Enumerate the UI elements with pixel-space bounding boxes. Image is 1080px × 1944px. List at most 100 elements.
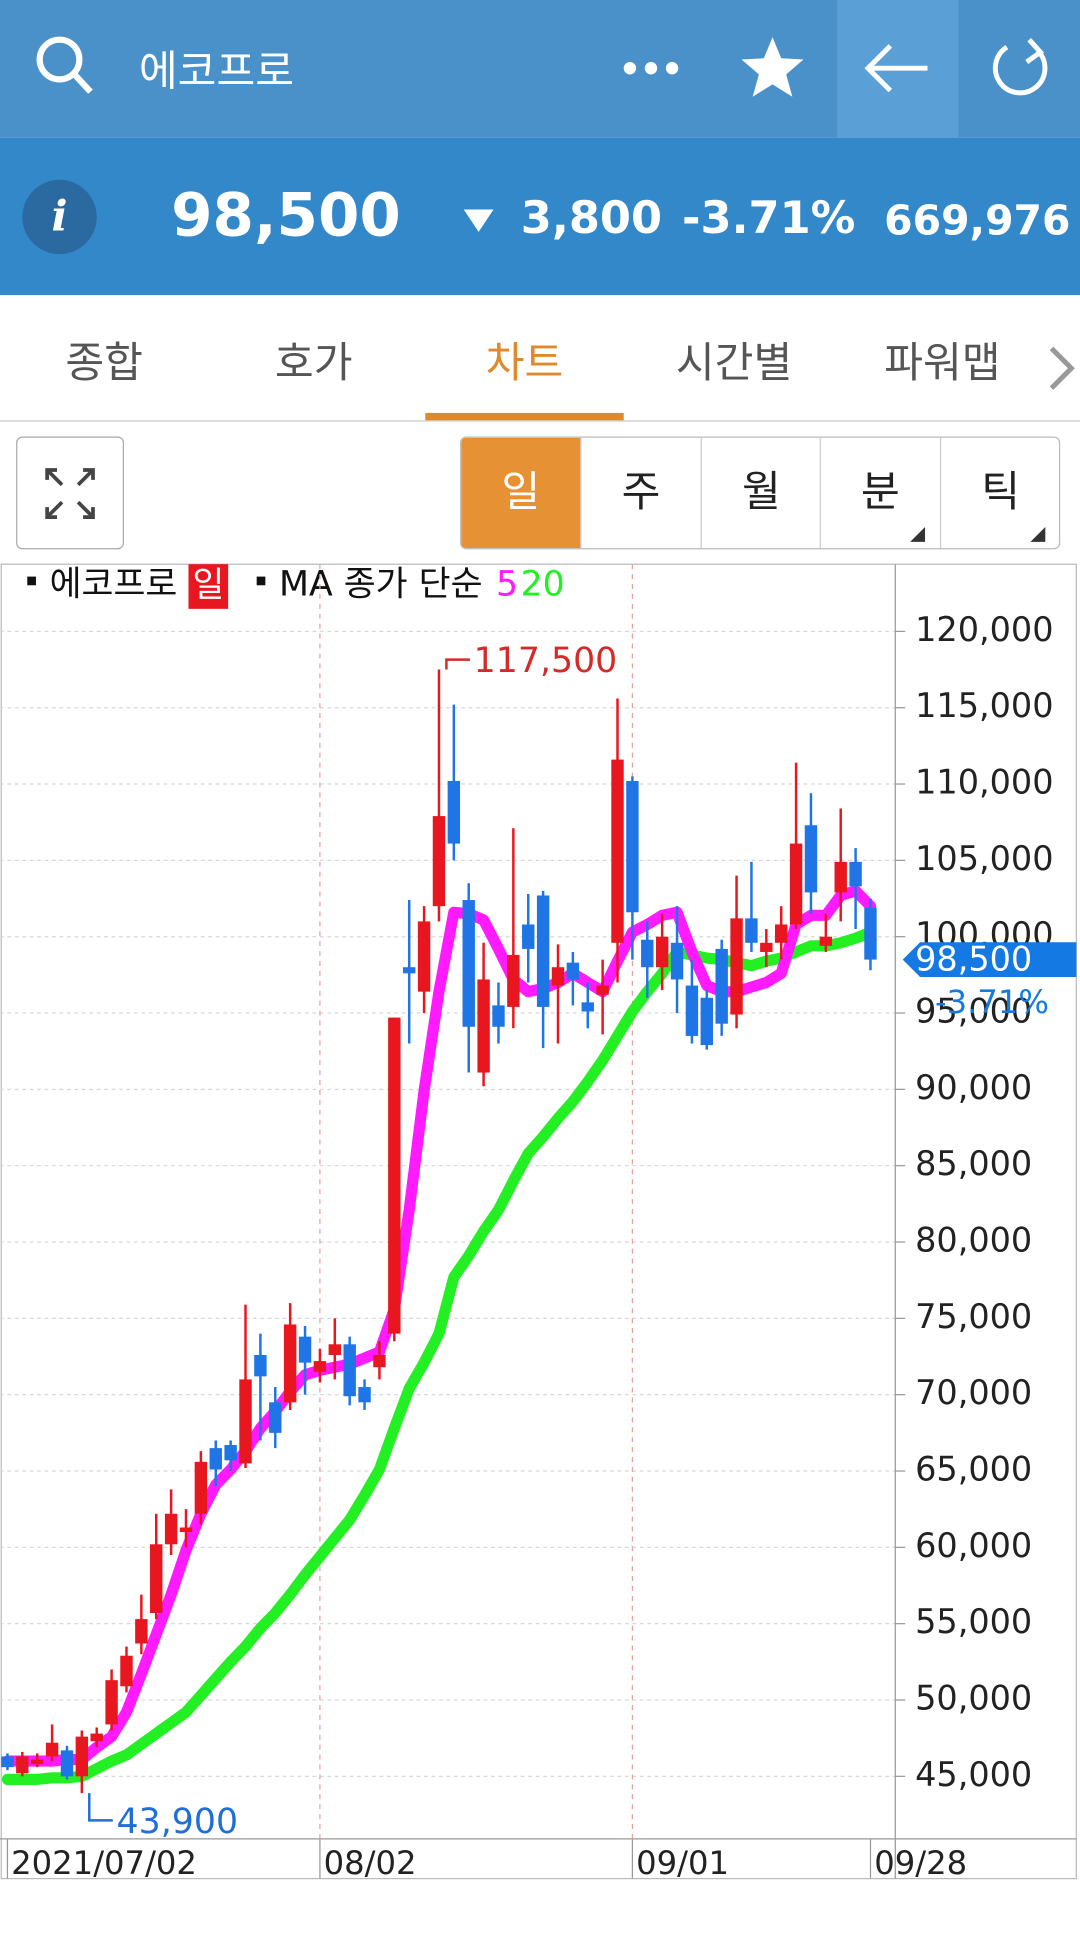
x-tick-label: 08/02 [324, 1844, 417, 1882]
period-button[interactable]: 분 [819, 437, 940, 549]
down-triangle [463, 209, 494, 232]
candle-body [477, 979, 490, 1073]
candle-body [1, 1756, 14, 1768]
candle-body [536, 895, 550, 1007]
candle-body [209, 1448, 222, 1470]
price-tag-change: -3.71% [935, 983, 1049, 1021]
candle-body [819, 936, 833, 946]
tab[interactable]: 파워맵 [884, 338, 1001, 389]
legend-series: 5 [496, 564, 518, 604]
candle-body [388, 1017, 401, 1334]
tab-divider [0, 420, 1080, 422]
candle-body [283, 1324, 297, 1403]
tab[interactable]: 차트 [425, 295, 624, 421]
candle-body [105, 1680, 118, 1725]
y-tick-label: 70,000 [915, 1373, 1032, 1412]
candle-body [328, 1344, 341, 1355]
favorite-icon[interactable] [741, 37, 804, 97]
expand-icon [45, 468, 95, 519]
candle-body [164, 1513, 178, 1545]
candle-body [313, 1361, 327, 1372]
y-tick-label: 80,000 [915, 1221, 1032, 1260]
back-icon [864, 44, 928, 93]
legend-bullet [256, 576, 266, 586]
candle-body [135, 1619, 148, 1644]
candle-body [432, 816, 446, 907]
candle-body [611, 759, 624, 943]
tab[interactable]: 종합 [65, 338, 143, 389]
candle-body [566, 962, 580, 980]
refresh-icon[interactable] [992, 38, 1048, 96]
submenu-mark [910, 527, 926, 542]
candle-body [90, 1733, 103, 1742]
legend-name: 에코프로 [50, 564, 178, 604]
current-price: 98,500 [171, 181, 401, 251]
chart-frame [0, 563, 1077, 1880]
y-tick-label: 45,000 [915, 1755, 1032, 1794]
y-tick-label: 110,000 [915, 763, 1053, 802]
candle-body [194, 1461, 208, 1514]
legend-period: 일 [192, 566, 224, 606]
candle-body [745, 918, 758, 943]
annotation-arrow [445, 658, 470, 670]
period-button[interactable]: 틱 [939, 437, 1059, 549]
candle-body [150, 1544, 163, 1613]
y-tick-label: 105,000 [915, 839, 1053, 878]
candle-body [462, 900, 475, 1027]
annotation-arrow [88, 1793, 113, 1822]
candle-body [120, 1655, 133, 1687]
candle-body [60, 1750, 74, 1777]
volume: 669,976 [884, 195, 1071, 245]
period-buttons: 일 주 월 분 틱 [461, 437, 1059, 549]
y-tick-label: 50,000 [915, 1678, 1032, 1717]
legend-series: 20 [521, 564, 565, 604]
candle-body [670, 942, 684, 980]
info-button[interactable] [22, 179, 97, 255]
y-tick-label: 90,000 [915, 1068, 1032, 1107]
legend-bullet [27, 576, 36, 586]
candle-body [834, 861, 847, 893]
y-tick-label: 85,000 [915, 1144, 1032, 1183]
annotation-label: 117,500 [474, 641, 618, 681]
candle-body [700, 997, 713, 1046]
search-icon[interactable] [36, 36, 93, 94]
legend-ma-label: MA 종가 단순 [279, 564, 483, 604]
candle-body [804, 825, 818, 893]
candle-body [16, 1756, 29, 1774]
price-tag [902, 942, 1077, 977]
period-button[interactable]: 일 [461, 437, 581, 549]
period-button[interactable]: 주 [580, 437, 700, 549]
candle-body [358, 1387, 371, 1403]
tab[interactable]: 호가 [274, 338, 353, 389]
y-tick-label: 60,000 [915, 1526, 1032, 1565]
candle-body [730, 918, 743, 1015]
expand-button[interactable] [16, 436, 124, 550]
y-tick-label: 55,000 [915, 1602, 1032, 1641]
more-icon[interactable] [623, 62, 679, 75]
y-tick-label: 95,000 [915, 992, 1032, 1031]
candle-body [655, 936, 669, 968]
submenu-mark [1030, 527, 1046, 542]
candle-body [685, 985, 699, 1036]
change-percent: -3.71% [682, 193, 856, 245]
tab[interactable]: 시간별 [675, 338, 793, 389]
candle-body [789, 843, 803, 925]
candle-body [715, 948, 728, 1024]
candle-body [269, 1402, 282, 1433]
candle-body [403, 967, 416, 974]
period-selector: 일 주 월 분 틱 [460, 436, 1061, 550]
period-button[interactable]: 월 [700, 437, 821, 549]
candle-body [417, 921, 431, 992]
y-tick-label: 65,000 [915, 1450, 1032, 1489]
tab-scroll-arrow[interactable] [1042, 341, 1079, 396]
y-tick-label: 120,000 [915, 610, 1053, 649]
quote-icons: i [22, 179, 494, 255]
y-tick-label: 75,000 [915, 1297, 1032, 1336]
search-text[interactable]: 에코프로 [138, 47, 295, 97]
candle-body [507, 955, 520, 1007]
candle-body [75, 1736, 89, 1777]
candle-body [849, 861, 862, 887]
candle-body [45, 1742, 59, 1757]
